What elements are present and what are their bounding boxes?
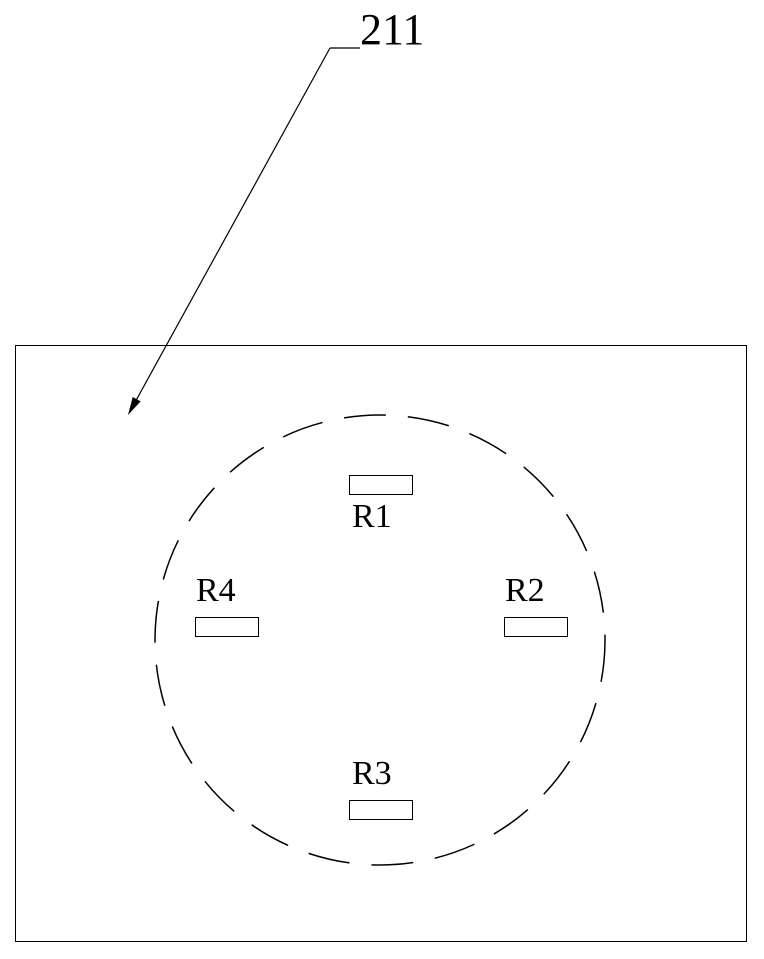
resistor-label-r3: R3 [352,755,392,793]
resistor-label-r2: R2 [505,572,545,610]
outer-box [15,345,747,942]
resistor-box-r1 [349,475,413,495]
resistor-label-r1: R1 [352,498,392,536]
resistor-box-r3 [349,800,413,820]
resistor-box-r2 [504,617,568,637]
resistor-label-r4: R4 [196,572,236,610]
diagram-container: 211 R1R2R3R4 [0,0,764,959]
resistor-box-r4 [195,617,259,637]
